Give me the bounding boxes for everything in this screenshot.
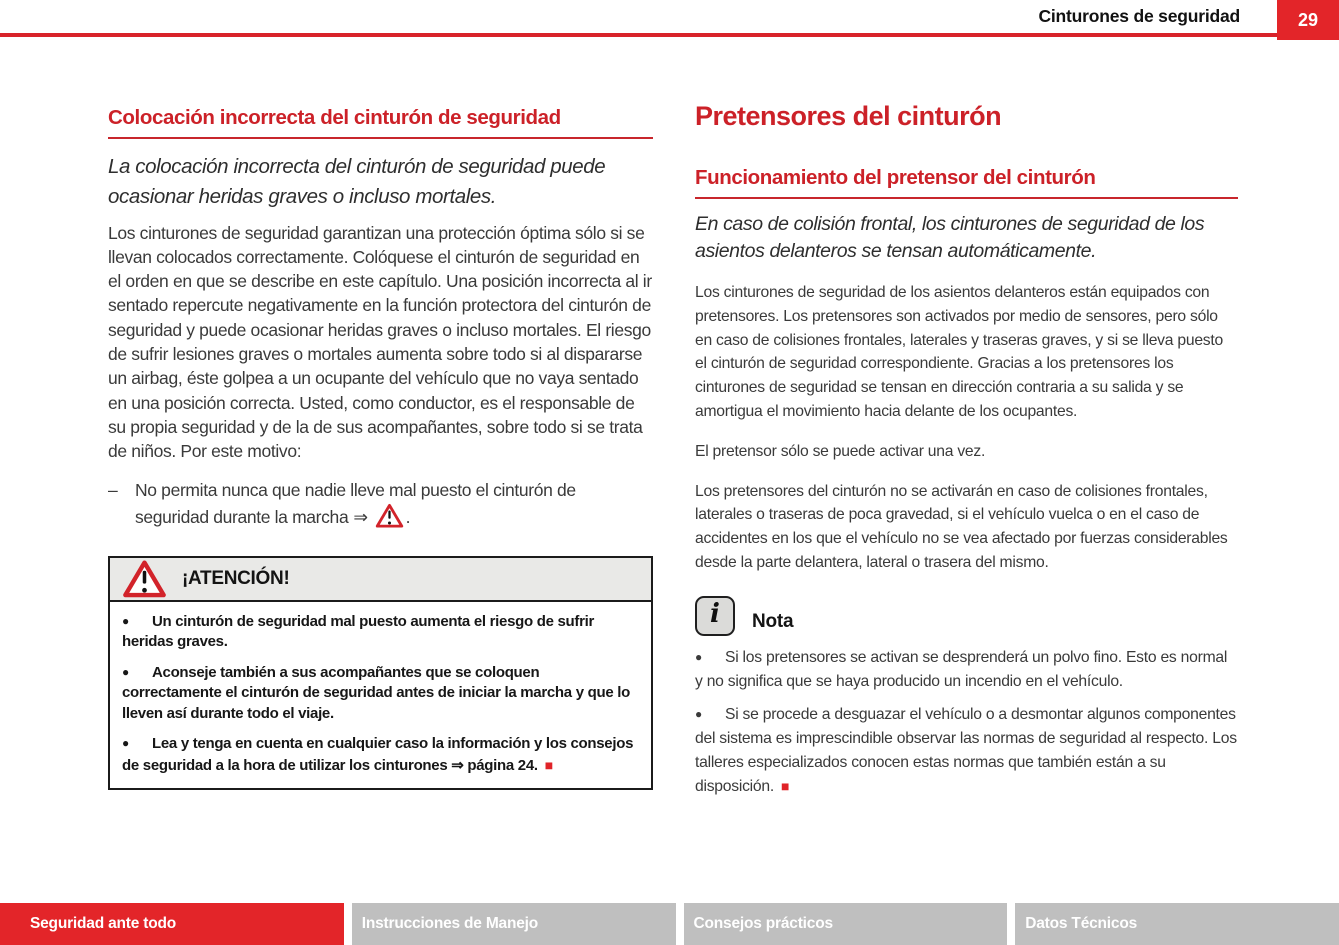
right-section-heading: Funcionamiento del pretensor del cinturó… [695, 166, 1238, 199]
left-section-heading: Colocación incorrecta del cinturón de se… [108, 106, 653, 139]
note-bullet: ● Si los pretensores se activan se despre… [695, 646, 1238, 694]
dash-bullet: – [108, 479, 118, 500]
note-title: Nota [752, 610, 794, 632]
dash-item-text: No permita nunca que nadie lleve mal pue… [135, 479, 576, 528]
attention-box-header: ¡ATENCIÓN! [110, 557, 651, 602]
warning-triangle-icon [123, 560, 166, 598]
note-bullet: ● Si se procede a desguazar el vehículo o… [695, 703, 1238, 798]
footer-tab-datos-tecnicos: Datos Técnicos [1015, 903, 1339, 945]
bullet-dot: ● [122, 613, 129, 628]
right-chapter-heading: Pretensores del cinturón [695, 101, 1002, 131]
left-lead-paragraph: La colocación incorrecta del cinturón de… [108, 154, 606, 208]
attention-bullet: ● Lea y tenga en cuenta en cualquier caso… [122, 735, 634, 774]
footer-tab-consejos-practicos: Consejos prácticos [683, 903, 1008, 945]
attention-bullet: ● Un cinturón de seguridad mal puesto aum… [122, 612, 595, 651]
right-body-paragraph: Los pretensores del cinturón no se activ… [695, 482, 1228, 571]
footer-tab-bar: Seguridad ante todo Instrucciones de Man… [0, 903, 1339, 945]
left-body-paragraph: Los cinturones de seguridad garantizan u… [108, 222, 652, 462]
right-column: Pretensores del cinturón Funcionamiento … [695, 100, 1238, 799]
page-number-badge: 29 [1277, 0, 1339, 40]
left-column: Colocación incorrecta del cinturón de se… [108, 106, 653, 791]
bullet-dot: ● [122, 736, 129, 751]
note-header: i Nota [695, 595, 1238, 636]
footer-tab-seguridad-ante-todo: Seguridad ante todo [0, 903, 344, 945]
section-end-marker: ■ [544, 756, 553, 773]
right-lead-paragraph: En caso de colisión frontal, los cinturo… [695, 212, 1205, 262]
attention-bullet: ● Aconseje también a sus acompañantes que… [122, 663, 630, 722]
bullet-dot: ● [122, 664, 129, 679]
bullet-dot: ● [695, 649, 702, 664]
attention-box-title: ¡ATENCIÓN! [182, 567, 290, 589]
attention-box-body: ● Un cinturón de seguridad mal puesto aum… [110, 602, 651, 789]
dash-list-item: – No permita nunca que nadie lleve mal p… [108, 477, 653, 530]
page-header-title: Cinturones de seguridad [1038, 6, 1240, 26]
warning-triangle-icon [375, 503, 403, 528]
info-icon: i [695, 595, 735, 636]
section-end-marker: ■ [780, 777, 790, 794]
header-rule [0, 33, 1339, 37]
attention-box: ¡ATENCIÓN! ● Un cinturón de seguridad mal… [108, 555, 653, 791]
bullet-dot: ● [695, 707, 702, 722]
right-body-paragraph: Los cinturones de seguridad de los asien… [695, 283, 1223, 420]
footer-tab-instrucciones-de-manejo: Instrucciones de Manejo [351, 903, 676, 945]
page-number: 29 [1297, 9, 1319, 30]
reference-arrow: ⇒ [353, 506, 368, 527]
right-body-paragraph: El pretensor sólo se puede activar una v… [695, 442, 986, 460]
